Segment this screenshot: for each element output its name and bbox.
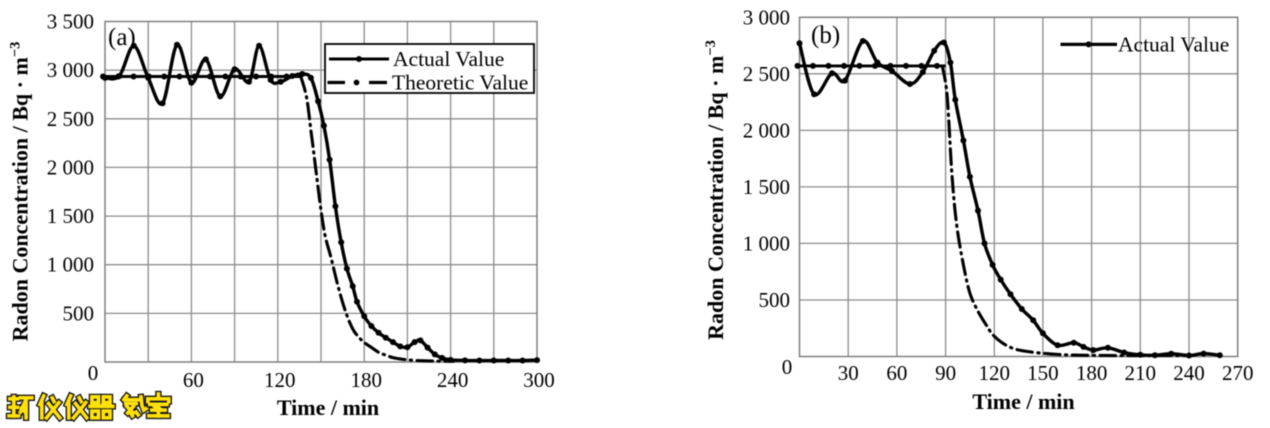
svg-text:Radon Concentration / Bq · m−3: Radon Concentration / Bq · m−3 <box>8 42 33 342</box>
svg-text:210: 210 <box>1125 361 1157 385</box>
svg-text:0: 0 <box>88 361 99 385</box>
svg-text:Time / min: Time / min <box>972 389 1074 414</box>
svg-text:2 000: 2 000 <box>743 118 790 142</box>
svg-text:(b): (b) <box>811 22 840 49</box>
svg-text:1 000: 1 000 <box>743 231 790 255</box>
svg-text:150: 150 <box>1027 361 1059 385</box>
svg-text:270: 270 <box>1222 361 1254 385</box>
svg-text:2 000: 2 000 <box>47 155 94 179</box>
svg-text:Time / min: Time / min <box>277 395 379 420</box>
svg-text:240: 240 <box>437 368 469 392</box>
svg-text:60: 60 <box>886 361 907 385</box>
svg-text:Actual Value: Actual Value <box>1118 33 1229 57</box>
svg-text:3 500: 3 500 <box>47 10 94 34</box>
svg-text:1 500: 1 500 <box>47 204 94 228</box>
svg-text:Actual Value: Actual Value <box>393 47 504 71</box>
svg-text:180: 180 <box>350 368 382 392</box>
svg-text:60: 60 <box>183 368 204 392</box>
svg-text:120: 120 <box>264 368 296 392</box>
svg-text:1 000: 1 000 <box>47 253 94 277</box>
svg-text:(a): (a) <box>108 24 136 51</box>
svg-text:90: 90 <box>935 361 956 385</box>
svg-text:Radon Concentration / Bq · m−3: Radon Concentration / Bq · m−3 <box>703 40 728 340</box>
svg-text:Theoretic Value: Theoretic Value <box>392 71 528 95</box>
svg-text:0: 0 <box>782 355 793 379</box>
svg-text:500: 500 <box>63 301 95 325</box>
svg-text:240: 240 <box>1173 361 1205 385</box>
svg-text:500: 500 <box>759 288 791 312</box>
svg-text:180: 180 <box>1076 361 1108 385</box>
svg-text:120: 120 <box>979 361 1011 385</box>
svg-text:2 500: 2 500 <box>47 107 94 131</box>
svg-text:3 000: 3 000 <box>47 58 94 82</box>
svg-text:1 500: 1 500 <box>743 175 790 199</box>
svg-text:2 500: 2 500 <box>743 62 790 86</box>
svg-text:300: 300 <box>523 368 555 392</box>
svg-text:3 000: 3 000 <box>743 5 790 29</box>
svg-text:30: 30 <box>838 361 859 385</box>
